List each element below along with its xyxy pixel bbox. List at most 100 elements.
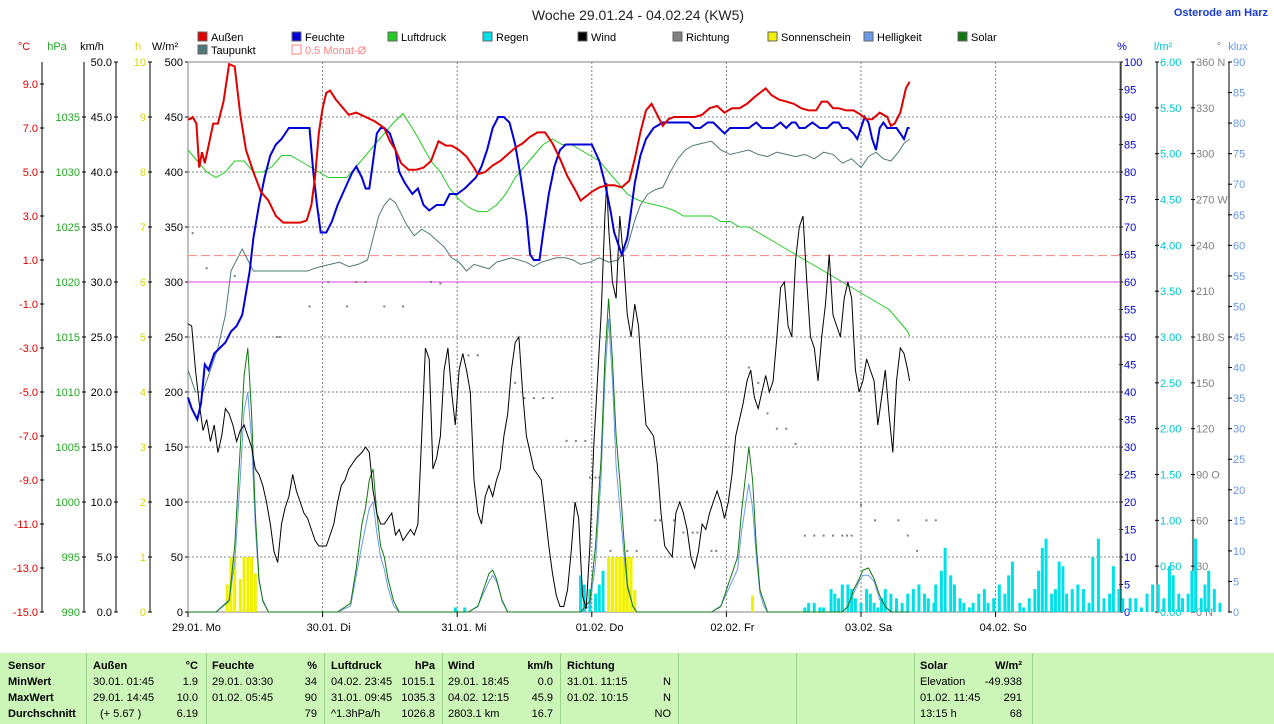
point-richtung bbox=[906, 534, 909, 537]
axis-tick-label: 90 bbox=[1233, 57, 1245, 69]
stats-time-solar: 01.02. 11:45 bbox=[920, 692, 981, 704]
bar-regen bbox=[883, 589, 887, 612]
axis-tick-label: 20 bbox=[1233, 485, 1245, 497]
bar-regen bbox=[1121, 598, 1125, 612]
bar-regen bbox=[840, 584, 844, 612]
bar-regen bbox=[1102, 598, 1106, 612]
axis-tick-label: 35 bbox=[1233, 393, 1245, 405]
point-richtung bbox=[565, 439, 568, 442]
bar-regen bbox=[923, 593, 927, 612]
axis-tick-label: 20 bbox=[1124, 497, 1136, 509]
bar-regen bbox=[1040, 547, 1044, 612]
axis-tick-label: 50.0 bbox=[91, 57, 112, 69]
axis-tick-label: 50 bbox=[171, 552, 183, 564]
point-richtung bbox=[715, 549, 718, 552]
axis-tick-label: 55 bbox=[1124, 305, 1136, 317]
point-richtung bbox=[860, 504, 862, 507]
axis-tick-label: -5.0 bbox=[19, 387, 38, 399]
bar-regen bbox=[992, 598, 996, 612]
bar-regen bbox=[865, 589, 869, 612]
series-line-hell bbox=[188, 318, 910, 613]
axis-tick-label: 300 bbox=[165, 277, 183, 289]
bar-regen bbox=[1057, 561, 1061, 612]
axis-tick-label: 10 bbox=[1124, 552, 1136, 564]
point-richtung bbox=[383, 305, 386, 308]
series-line-luftdruck bbox=[187, 112, 911, 337]
weather-chart: Woche 29.01.24 - 04.02.24 (KW5) Osterode… bbox=[13, 7, 1269, 634]
point-richtung bbox=[803, 534, 806, 537]
stats-time-aussen: 30.01. 01:45 bbox=[93, 676, 155, 688]
axis-tick-label: 0 bbox=[140, 607, 146, 619]
stats-header: Sensor bbox=[8, 660, 46, 672]
stats-value-solar: 291 bbox=[1003, 692, 1022, 704]
axis-tick-label: 150 bbox=[165, 442, 183, 454]
axis-tick-label: 3 bbox=[140, 442, 146, 454]
point-richtung bbox=[626, 549, 629, 552]
axis-tick-label: 5 bbox=[140, 332, 146, 344]
stats-unit-feuchte: % bbox=[307, 660, 317, 672]
point-richtung bbox=[747, 366, 750, 369]
axis-tick-label: 70 bbox=[1233, 179, 1245, 191]
axis-tick-label: 360 N bbox=[1196, 57, 1225, 69]
point-richtung bbox=[523, 397, 526, 400]
axis-tick-label: 350 bbox=[165, 222, 183, 234]
legend-swatch-monat bbox=[291, 44, 302, 55]
axis-tick-label: 240 bbox=[1196, 240, 1214, 252]
axis-tick-label: 65 bbox=[1124, 250, 1136, 262]
legend-label-sonne: Sonnenschein bbox=[781, 32, 851, 44]
point-richtung bbox=[467, 354, 470, 357]
bar-regen bbox=[807, 602, 811, 612]
axis-tick-label: 80 bbox=[1124, 167, 1136, 179]
bar-regen bbox=[1018, 602, 1022, 612]
stats-divider bbox=[206, 653, 207, 724]
axis-tick-label: 90 O bbox=[1196, 470, 1220, 482]
stats-header-wind: Wind bbox=[448, 660, 475, 672]
point-richtung bbox=[355, 281, 358, 283]
axis-tick-label: 45.0 bbox=[91, 112, 112, 124]
point-richtung bbox=[514, 381, 517, 384]
bar-regen bbox=[962, 602, 966, 612]
axis-unit-l/m²: l/m² bbox=[1154, 41, 1173, 53]
bar-sonne bbox=[618, 557, 622, 612]
bar-regen bbox=[1070, 589, 1074, 612]
stats-divider bbox=[914, 653, 915, 724]
point-richtung bbox=[673, 519, 676, 522]
axis-tick-label: 180 S bbox=[1196, 332, 1225, 344]
x-tick-label: 01.02. Do bbox=[576, 622, 624, 634]
bar-regen bbox=[949, 575, 953, 612]
axis-tick-label: 50 bbox=[1233, 301, 1245, 313]
axis-tick-label: 90 bbox=[1124, 112, 1136, 124]
axis-tick-label: 1035 bbox=[56, 112, 80, 124]
point-richtung bbox=[205, 267, 208, 270]
axis-tick-label: 50 bbox=[1124, 332, 1136, 344]
bar-regen bbox=[850, 589, 854, 612]
axis-tick-label: 1010 bbox=[56, 387, 80, 399]
axis-tick-label: 8 bbox=[140, 167, 146, 179]
bar-regen bbox=[943, 547, 947, 612]
bar-regen bbox=[1203, 584, 1207, 612]
legend-swatch-feuchte bbox=[291, 31, 302, 42]
stats-value-luftdruck: 1026.8 bbox=[401, 708, 435, 720]
axis-unit-W/m²: W/m² bbox=[152, 41, 179, 53]
axis-tick-label: 0.00 bbox=[1160, 607, 1181, 619]
axis-tick-label: 1.00 bbox=[1160, 515, 1181, 527]
stats-time-wind: 29.01. 18:45 bbox=[448, 676, 510, 688]
point-richtung bbox=[934, 519, 937, 522]
bar-regen bbox=[1111, 566, 1115, 612]
bar-sonne bbox=[610, 557, 614, 612]
bar-regen bbox=[958, 598, 962, 612]
axis-tick-label: 6.00 bbox=[1160, 57, 1181, 69]
axis-tick-label: 270 W bbox=[1196, 195, 1228, 207]
point-richtung bbox=[897, 519, 900, 522]
legend-label-luftdruck: Luftdruck bbox=[401, 32, 447, 44]
bar-regen bbox=[1194, 538, 1198, 612]
bar-regen bbox=[1117, 589, 1121, 612]
axis-tick-label: 0 bbox=[1233, 607, 1239, 619]
stats-value-richtung: NO bbox=[654, 708, 672, 720]
axis-tick-label: 5.00 bbox=[1160, 149, 1181, 161]
series-line-wind bbox=[187, 182, 911, 609]
bar-regen bbox=[1050, 593, 1054, 612]
point-richtung bbox=[916, 549, 919, 552]
axis-tick-label: 35 bbox=[1124, 415, 1136, 427]
legend-label-monat: 0.5 Monat-Ø bbox=[305, 45, 367, 57]
